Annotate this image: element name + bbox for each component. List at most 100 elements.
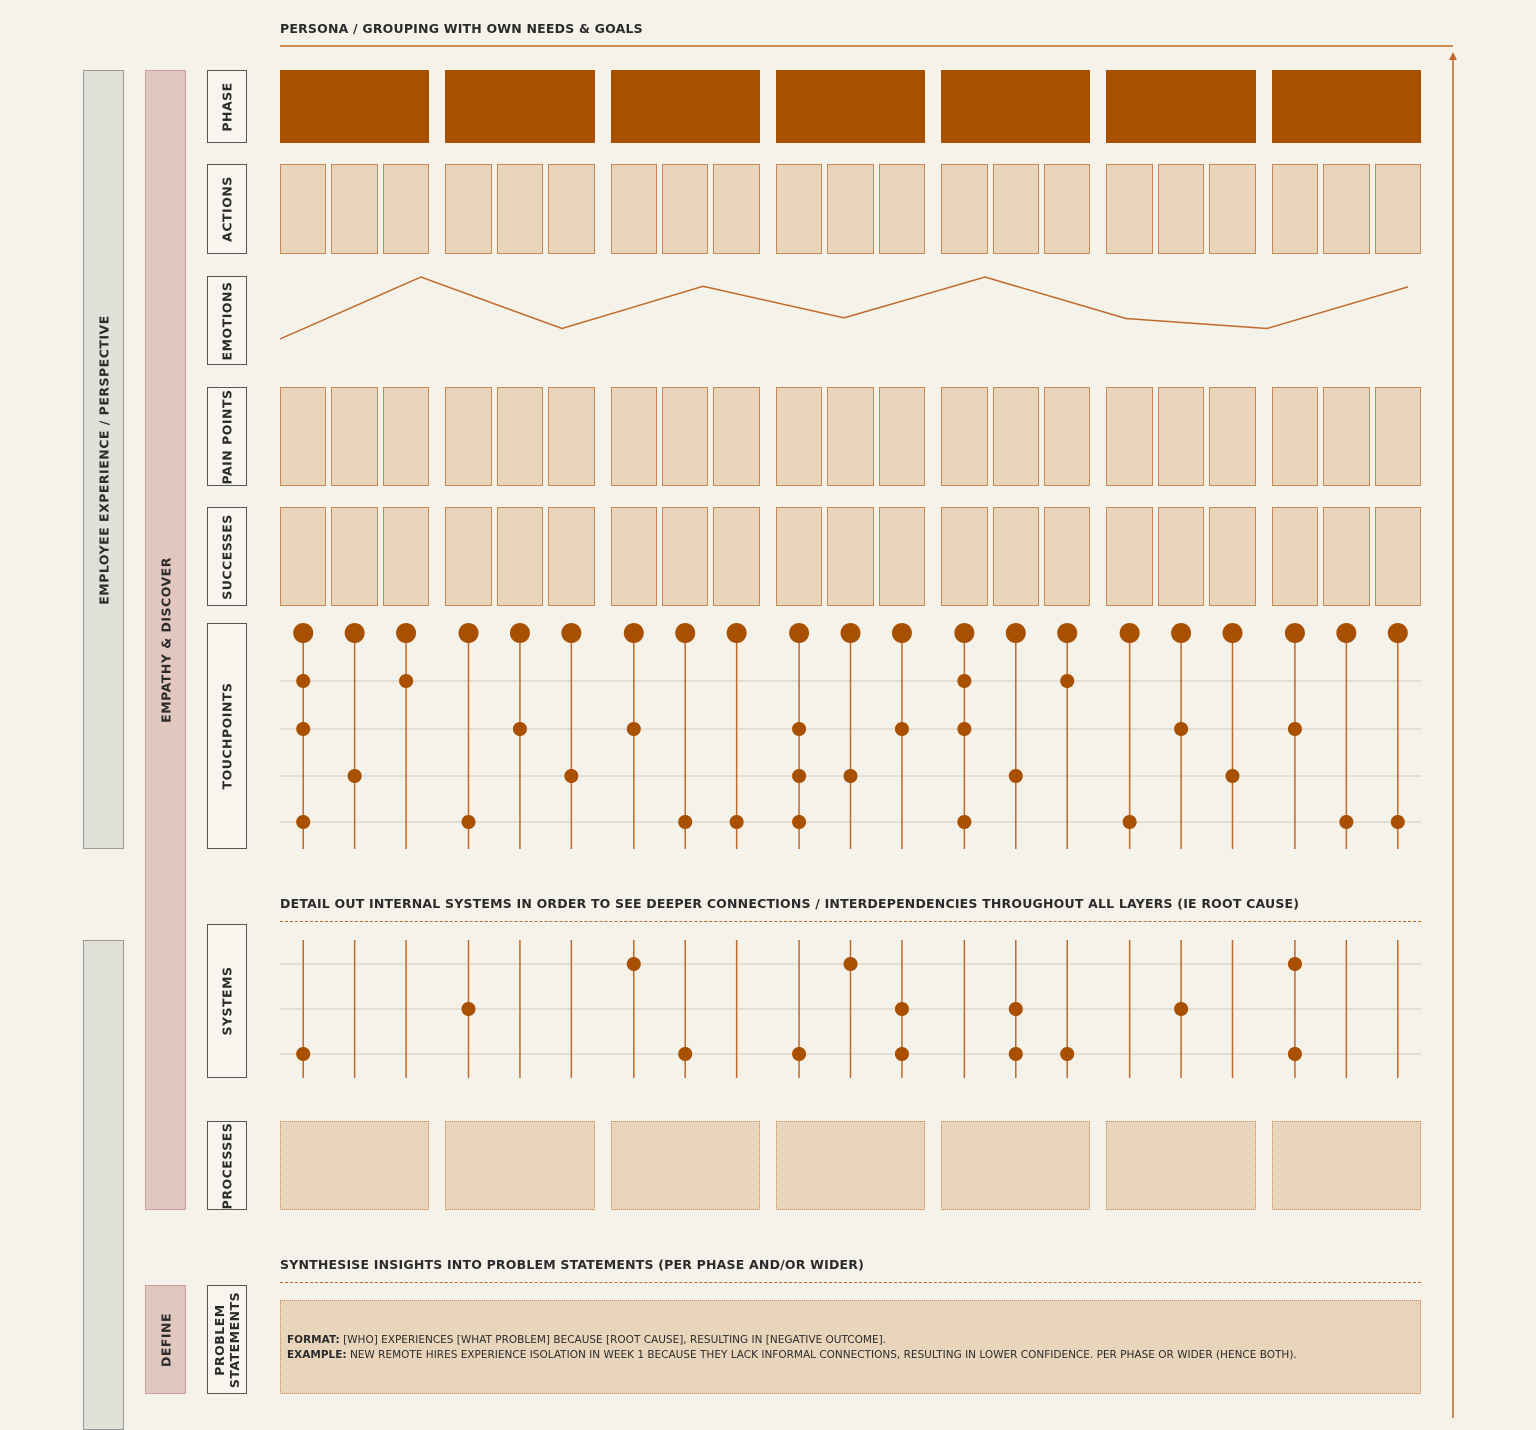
touchpoint-dot [1008,769,1023,783]
systems-heading: DETAIL OUT INTERNAL SYSTEMS IN ORDER TO … [280,896,1300,911]
actions-cell [548,164,595,254]
actions-cell [445,164,492,254]
touchpoint-dot [843,769,858,783]
axis-arrow-icon [1449,52,1457,60]
touchpoint-head [623,623,644,643]
actions-cell [1209,164,1256,254]
row-label-actions: ACTIONS [207,164,247,254]
pain-points-cell [1323,387,1370,486]
successes-cell [382,507,430,606]
touchpoint-dot [792,769,807,783]
touchpoint-dot [1390,815,1405,829]
actions-cell [878,164,926,254]
systems-dot [461,1002,476,1016]
touchpoint-head [789,623,810,643]
pain-points-cell [713,387,760,486]
touchpoint-dot [957,722,972,736]
systems-dot [1008,1002,1023,1016]
pain-points-cell [496,387,544,486]
successes-cell [878,507,926,606]
emotions-line [279,276,1409,340]
phase-block [610,70,760,143]
row-label-successes: SUCCESSES [207,507,247,606]
systems-dot [894,1047,909,1061]
row-label-phase: PHASE [207,70,247,143]
pain-points-cell [992,387,1039,486]
employee-experience-bar: EMPLOYEE EXPERIENCE / PERSPECTIVE [83,70,124,849]
pain-points-cell [827,387,874,486]
actions-cell [382,164,430,254]
touchpoint-dot [461,815,476,829]
row-label-emotions: EMOTIONS [207,276,247,365]
touchpoint-dot [296,674,311,688]
pain-points-cell [662,387,709,486]
systems-dot [792,1047,807,1061]
touchpoint-dot [399,674,414,688]
pain-points-cell [878,387,926,486]
actions-cell [331,164,378,254]
pain-points-cell [775,387,823,486]
touchpoint-head [1171,623,1192,643]
successes-cell [1374,507,1421,606]
touchpoint-dot [347,769,362,783]
pain-points-cell [1106,387,1153,486]
successes-cell [775,507,823,606]
systems-dot [678,1047,693,1061]
touchpoint-dot [792,815,807,829]
successes-cell [992,507,1039,606]
touchpoint-dot [957,815,972,829]
problem-statement-box: FORMAT: [WHO] EXPERIENCES [WHAT PROBLEM]… [280,1300,1421,1394]
process-box [1271,1121,1421,1210]
actions-cell [662,164,709,254]
touchpoint-head [344,623,365,643]
phase-block [775,70,926,143]
touchpoint-head [1336,623,1357,643]
process-box [941,1121,1091,1210]
process-box [775,1121,926,1210]
pain-points-cell [445,387,492,486]
touchpoint-dot [1060,674,1075,688]
systems-dot [894,1002,909,1016]
process-box [610,1121,760,1210]
actions-cell [610,164,657,254]
pain-points-cell [548,387,595,486]
touchpoint-head [840,623,861,643]
successes-cell [548,507,595,606]
touchpoint-head [561,623,582,643]
process-box [1106,1121,1256,1210]
successes-cell [610,507,657,606]
actions-cell [1271,164,1319,254]
touchpoint-dot [1225,769,1240,783]
touchpoint-dot [1287,722,1302,736]
touchpoint-dot [957,674,972,688]
phase-block [941,70,1091,143]
persona-heading: PERSONA / GROUPING WITH OWN NEEDS & GOAL… [280,21,643,36]
synthesise-heading: SYNTHESISE INSIGHTS INTO PROBLEM STATEME… [280,1257,865,1272]
systems-dot [1174,1002,1189,1016]
systems-dot [1287,957,1302,971]
touchpoint-dot [894,722,909,736]
row-label-systems: SYSTEMS [207,924,247,1078]
touchpoint-head [1057,623,1078,643]
touchpoint-dot [1174,722,1189,736]
successes-cell [496,507,544,606]
pain-points-cell [1044,387,1091,486]
systems-dot [626,957,641,971]
row-label-processes: PROCESSES [207,1121,247,1210]
systems-dot [296,1047,311,1061]
phase-block [1106,70,1256,143]
touchpoint-head [1119,623,1140,643]
successes-cell [280,507,327,606]
touchpoint-head [675,623,696,643]
touchpoint-head [954,623,975,643]
successes-cell [1323,507,1370,606]
systems-dot [1060,1047,1075,1061]
systems-divider [280,921,1421,922]
pain-points-cell [1374,387,1421,486]
pain-points-cell [382,387,430,486]
actions-cell [775,164,823,254]
pain-points-cell [1209,387,1256,486]
touchpoint-head [509,623,530,643]
touchpoint-head [293,623,314,643]
